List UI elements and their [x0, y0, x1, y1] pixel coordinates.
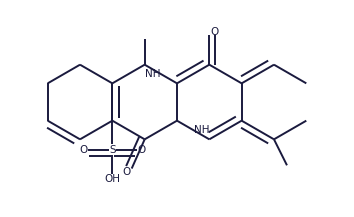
- Text: O: O: [79, 145, 87, 155]
- Text: O: O: [137, 145, 145, 155]
- Text: O: O: [123, 168, 131, 178]
- Text: NH: NH: [194, 125, 209, 135]
- Text: NH: NH: [145, 69, 160, 79]
- Text: OH: OH: [104, 174, 120, 184]
- Text: S: S: [109, 145, 116, 155]
- Text: O: O: [210, 27, 219, 37]
